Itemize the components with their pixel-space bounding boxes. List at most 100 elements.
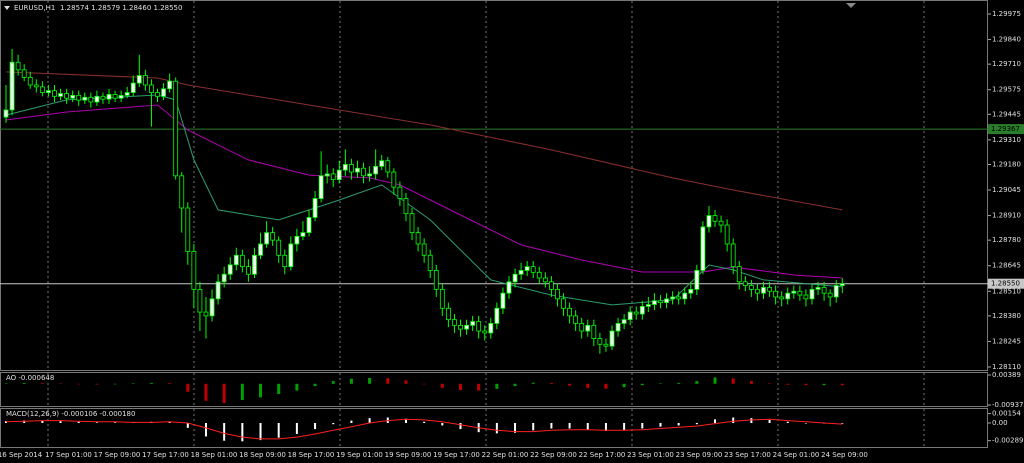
macd-bar bbox=[314, 423, 317, 430]
candle-body bbox=[397, 186, 403, 199]
candle-body bbox=[39, 86, 45, 93]
x-tick-label: 23 Sep 01:00 bbox=[627, 451, 674, 459]
candle-body bbox=[530, 266, 536, 273]
candle-body bbox=[464, 324, 469, 330]
macd-bar bbox=[114, 422, 117, 423]
candle-body bbox=[391, 171, 397, 188]
ao-bar bbox=[277, 383, 281, 394]
candle-body bbox=[542, 277, 548, 283]
y-tick-label: 1.29975 bbox=[992, 10, 1021, 18]
candle-body bbox=[700, 226, 706, 271]
candle-body bbox=[185, 207, 191, 252]
ao-bar bbox=[22, 382, 26, 384]
x-tick-label: 23 Sep 17:00 bbox=[724, 451, 771, 459]
candle-body bbox=[664, 298, 669, 304]
candle-body bbox=[518, 270, 524, 275]
macd-bar bbox=[804, 423, 807, 424]
candle-body bbox=[439, 288, 445, 309]
candle-body bbox=[58, 93, 63, 97]
ao-bar bbox=[204, 383, 208, 401]
candle-body bbox=[355, 167, 360, 173]
moving-average bbox=[5, 104, 843, 279]
x-tick-label: 19 Sep 09:00 bbox=[385, 451, 432, 459]
candle-body bbox=[427, 254, 433, 271]
ao-bar bbox=[95, 383, 99, 385]
candle-body bbox=[282, 254, 288, 268]
candle-body bbox=[82, 96, 88, 101]
macd-bar bbox=[277, 423, 280, 438]
candle-body bbox=[142, 75, 148, 86]
candle-body bbox=[124, 92, 130, 96]
candle-body bbox=[767, 287, 772, 292]
macd-bar bbox=[695, 423, 698, 425]
candle-body bbox=[839, 283, 845, 286]
macd-bar bbox=[241, 423, 244, 442]
macd-bar bbox=[604, 423, 607, 431]
candle-body bbox=[779, 296, 785, 300]
y-tick-label: 1.29710 bbox=[992, 60, 1021, 68]
y-tick-label: 0.00 bbox=[992, 419, 1008, 427]
candle-body bbox=[379, 160, 385, 167]
candle-body bbox=[694, 270, 700, 290]
macd-bar bbox=[714, 419, 717, 423]
ao-bar bbox=[422, 383, 426, 385]
candle-body bbox=[809, 288, 815, 300]
candle-body bbox=[373, 165, 379, 175]
macd-bar bbox=[568, 423, 571, 429]
ao-bar bbox=[495, 383, 499, 389]
macd-bar bbox=[5, 421, 7, 423]
ao-bar bbox=[822, 383, 826, 386]
ao-bar bbox=[731, 378, 735, 384]
ao-bar bbox=[531, 382, 535, 384]
macd-bar bbox=[768, 419, 771, 423]
menu-arrow[interactable] bbox=[4, 6, 10, 10]
candle-body bbox=[118, 94, 124, 99]
macd-bar bbox=[423, 421, 426, 423]
candle-body bbox=[445, 307, 451, 321]
macd-frame bbox=[0, 408, 988, 448]
ao-bar bbox=[677, 382, 681, 384]
candle-body bbox=[106, 94, 112, 100]
macd-bar bbox=[659, 423, 662, 427]
macd-bar bbox=[77, 421, 80, 423]
y-tick-label: 1.28110 bbox=[992, 363, 1021, 371]
ao-bar bbox=[295, 383, 299, 391]
macd-bar bbox=[404, 418, 407, 423]
candle-body bbox=[215, 281, 221, 300]
candle-body bbox=[742, 281, 748, 286]
macd-bar bbox=[841, 423, 844, 424]
candle-body bbox=[421, 243, 427, 256]
ao-bar bbox=[331, 381, 335, 384]
candle-body bbox=[21, 69, 27, 78]
ao-bar bbox=[477, 383, 481, 391]
main-frame bbox=[0, 0, 988, 371]
macd-bar bbox=[641, 423, 644, 429]
macd-bar bbox=[41, 420, 44, 423]
shift-marker[interactable] bbox=[846, 3, 856, 8]
candle-body bbox=[585, 324, 591, 332]
candle-body bbox=[524, 266, 530, 271]
ao-bar bbox=[77, 383, 81, 385]
candle-body bbox=[500, 292, 506, 309]
ao-bar bbox=[586, 383, 590, 388]
candle-body bbox=[336, 169, 342, 181]
ao-bar bbox=[786, 383, 790, 385]
candle-body bbox=[167, 80, 173, 90]
candle-body bbox=[300, 232, 306, 237]
candle-body bbox=[730, 243, 736, 268]
macd-bar bbox=[750, 418, 753, 423]
candle-body bbox=[597, 338, 603, 345]
ao-bar bbox=[59, 383, 63, 385]
candle-body bbox=[549, 281, 554, 290]
y-tick-label: -0.00289 bbox=[992, 437, 1023, 445]
ao-bar bbox=[240, 383, 244, 401]
candle-body bbox=[385, 160, 391, 173]
ao-bar bbox=[804, 383, 808, 386]
candle-body bbox=[312, 198, 318, 218]
y-tick-label: 1.28910 bbox=[992, 212, 1021, 220]
ao-bar bbox=[713, 377, 717, 384]
candle-body bbox=[652, 300, 657, 305]
candle-body bbox=[494, 307, 500, 324]
macd-bar bbox=[95, 422, 98, 423]
